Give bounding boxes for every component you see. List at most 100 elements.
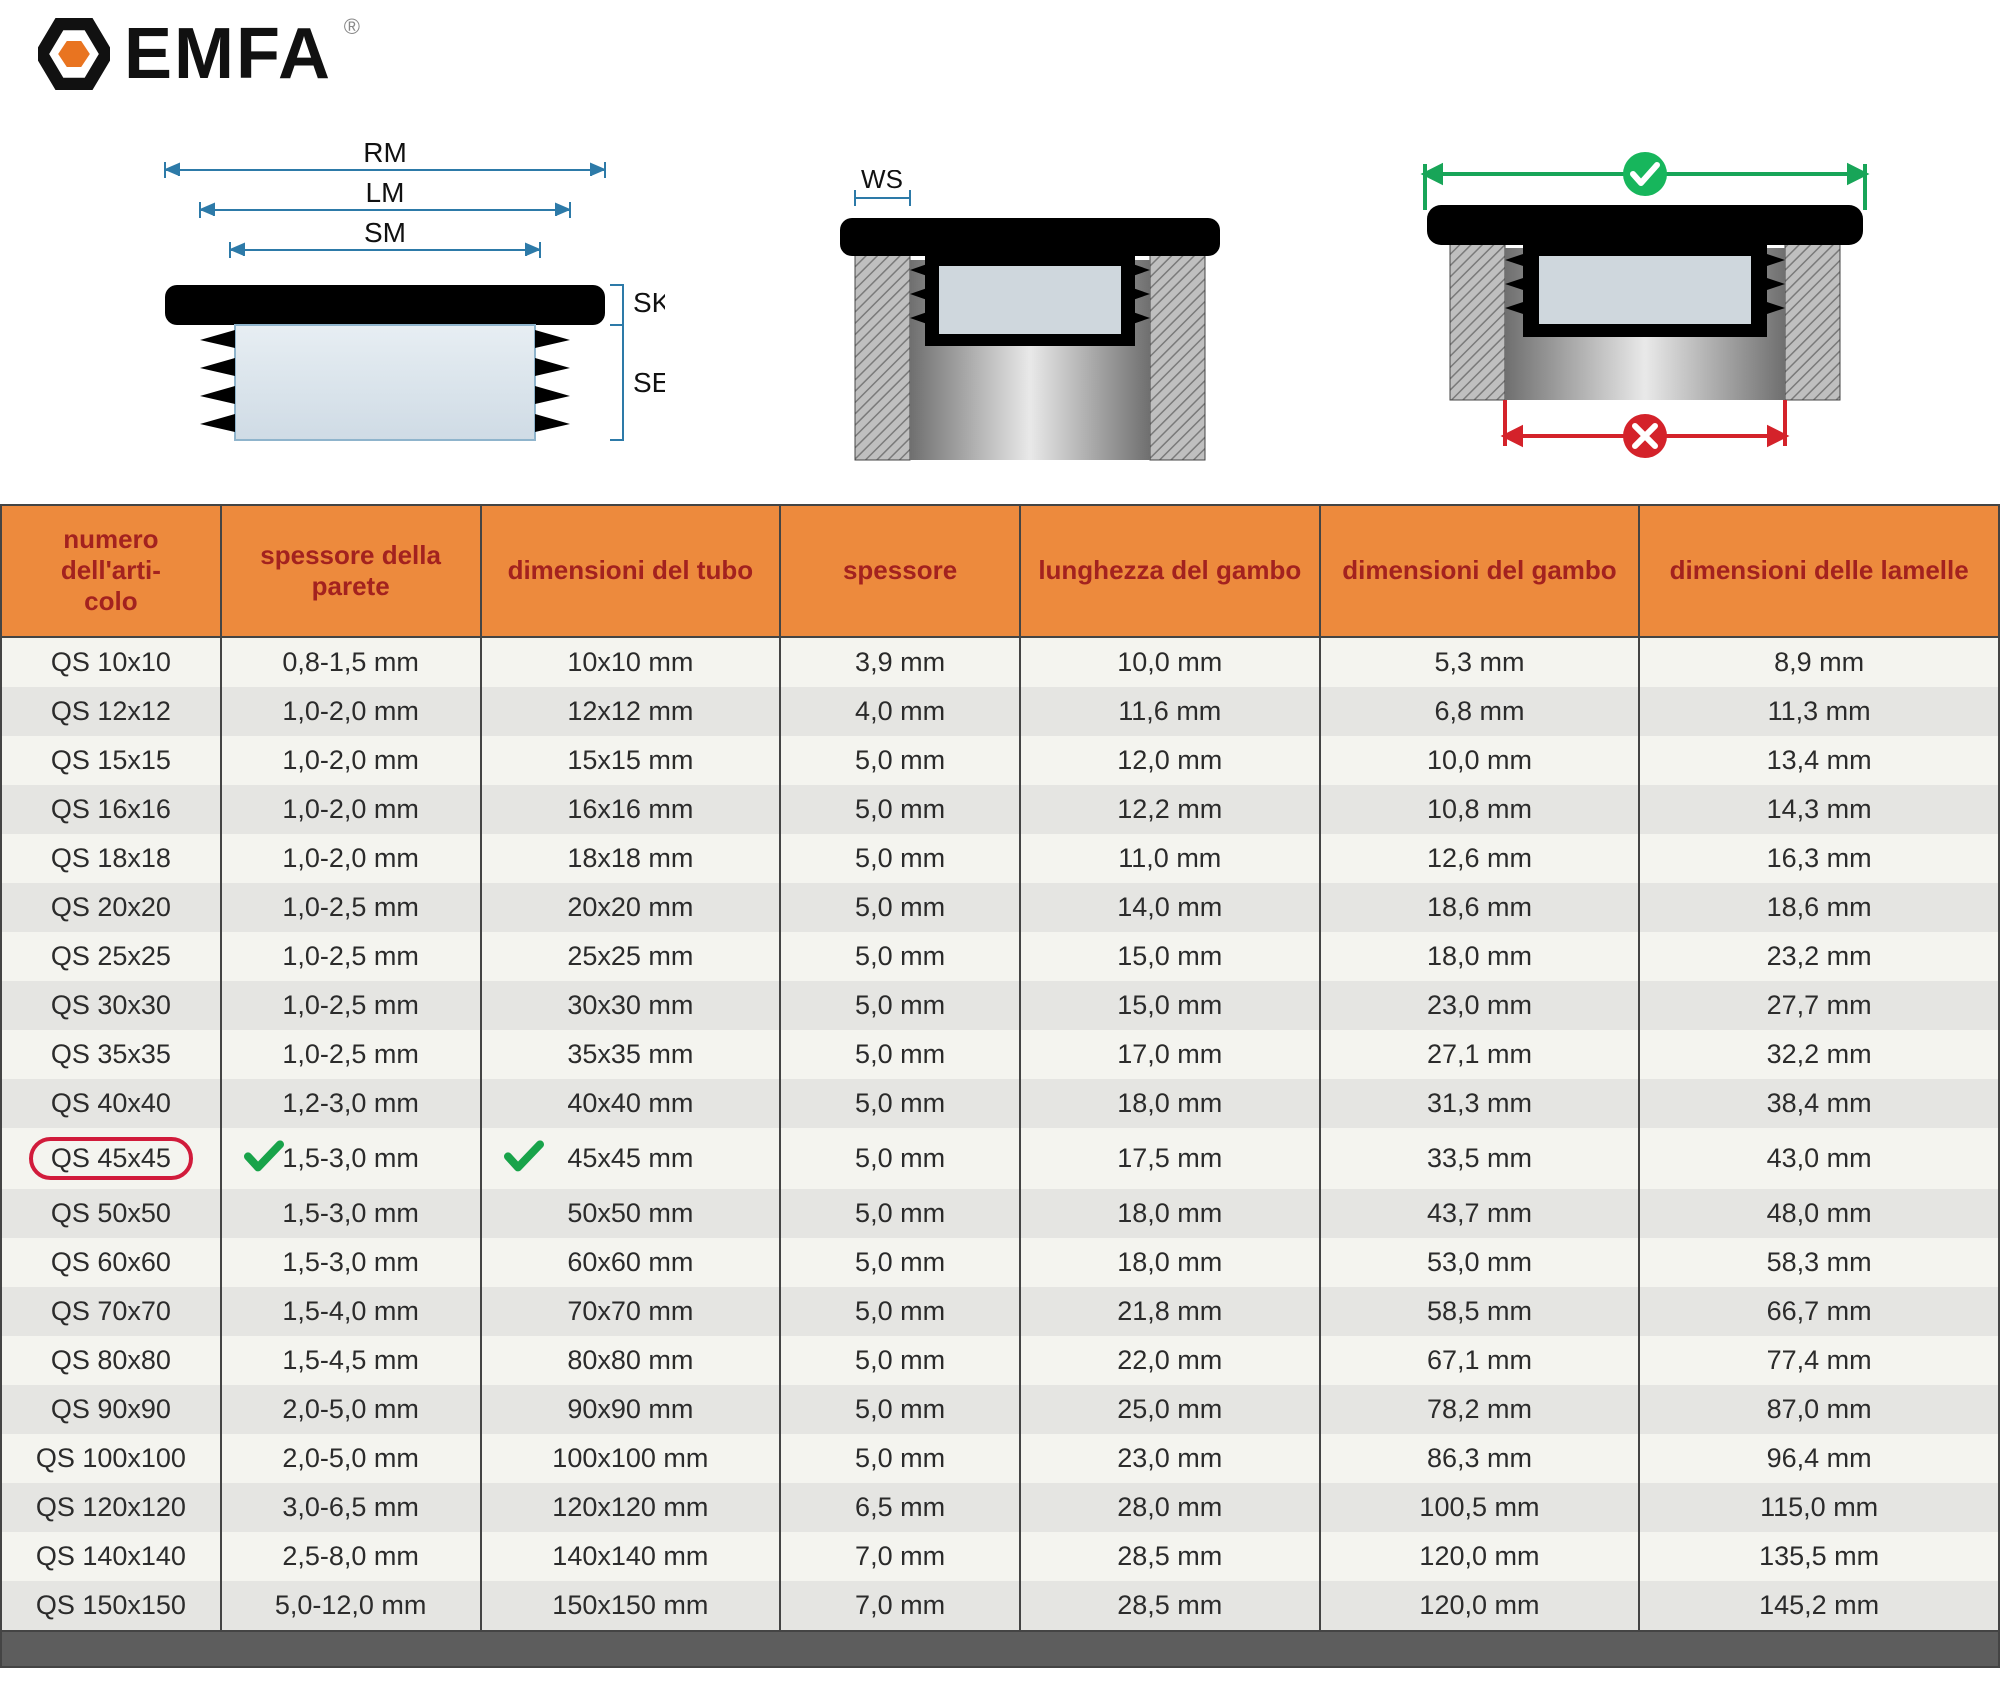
table-cell: 5,0 mm bbox=[780, 1030, 1020, 1079]
table-cell: 22,0 mm bbox=[1020, 1336, 1320, 1385]
table-row: QS 35x351,0-2,5 mm35x35 mm5,0 mm17,0 mm2… bbox=[1, 1030, 1999, 1079]
table-cell: QS 15x15 bbox=[1, 736, 221, 785]
table-cell: 120,0 mm bbox=[1320, 1532, 1640, 1581]
table-cell: 13,4 mm bbox=[1639, 736, 1999, 785]
table-cell: 15,0 mm bbox=[1020, 981, 1320, 1030]
table-cell: 145,2 mm bbox=[1639, 1581, 1999, 1631]
label-sk: SK bbox=[633, 287, 665, 318]
table-cell: QS 50x50 bbox=[1, 1189, 221, 1238]
table-cell: 1,5-3,0 mm bbox=[221, 1189, 481, 1238]
table-cell: 60x60 mm bbox=[481, 1238, 781, 1287]
table-row: QS 25x251,0-2,5 mm25x25 mm5,0 mm15,0 mm1… bbox=[1, 932, 1999, 981]
table-cell: QS 18x18 bbox=[1, 834, 221, 883]
table-row: QS 20x201,0-2,5 mm20x20 mm5,0 mm14,0 mm1… bbox=[1, 883, 1999, 932]
table-cell: 28,5 mm bbox=[1020, 1581, 1320, 1631]
table-row: QS 140x1402,5-8,0 mm140x140 mm7,0 mm28,5… bbox=[1, 1532, 1999, 1581]
diagrams-row: RM LM SM bbox=[0, 90, 2000, 504]
table-cell: 23,0 mm bbox=[1320, 981, 1640, 1030]
table-cell: 35x35 mm bbox=[481, 1030, 781, 1079]
registered-icon: ® bbox=[344, 16, 362, 38]
table-cell: QS 150x150 bbox=[1, 1581, 221, 1631]
table-cell: 25x25 mm bbox=[481, 932, 781, 981]
table-cell: 5,0 mm bbox=[780, 1238, 1020, 1287]
table-cell: 0,8-1,5 mm bbox=[221, 637, 481, 687]
table-cell: 18,0 mm bbox=[1020, 1189, 1320, 1238]
col-header: lunghezza del gambo bbox=[1020, 505, 1320, 637]
table-cell: 28,5 mm bbox=[1020, 1532, 1320, 1581]
col-header: spessore bbox=[780, 505, 1020, 637]
table-cell: 1,0-2,5 mm bbox=[221, 883, 481, 932]
label-lm: LM bbox=[366, 177, 405, 208]
table-cell: 50x50 mm bbox=[481, 1189, 781, 1238]
col-header: dimensioni delle lamelle bbox=[1639, 505, 1999, 637]
table-cell: QS 90x90 bbox=[1, 1385, 221, 1434]
table-cell: 115,0 mm bbox=[1639, 1483, 1999, 1532]
table-cell: 11,3 mm bbox=[1639, 687, 1999, 736]
table-cell: 7,0 mm bbox=[780, 1532, 1020, 1581]
table-cell: 33,5 mm bbox=[1320, 1128, 1640, 1189]
table-cell: 28,0 mm bbox=[1020, 1483, 1320, 1532]
label-sm: SM bbox=[364, 217, 406, 248]
table-cell: 58,3 mm bbox=[1639, 1238, 1999, 1287]
table-cell: 31,3 mm bbox=[1320, 1079, 1640, 1128]
table-cell: 5,0 mm bbox=[780, 736, 1020, 785]
table-cell: 8,9 mm bbox=[1639, 637, 1999, 687]
table-cell: 100x100 mm bbox=[481, 1434, 781, 1483]
table-cell: 20x20 mm bbox=[481, 883, 781, 932]
table-cell: QS 12x12 bbox=[1, 687, 221, 736]
table-row: QS 40x401,2-3,0 mm40x40 mm5,0 mm18,0 mm3… bbox=[1, 1079, 1999, 1128]
table-cell: 5,0 mm bbox=[780, 1385, 1020, 1434]
table-cell: 16,3 mm bbox=[1639, 834, 1999, 883]
table-row: QS 30x301,0-2,5 mm30x30 mm5,0 mm15,0 mm2… bbox=[1, 981, 1999, 1030]
spec-table: numero dell'arti-colospessore della pare… bbox=[0, 504, 2000, 1632]
diagram-dimensions: RM LM SM bbox=[105, 130, 665, 470]
table-cell: QS 45x45 bbox=[1, 1128, 221, 1189]
brand-logo: EMFA ® bbox=[0, 0, 2000, 90]
table-cell: 16x16 mm bbox=[481, 785, 781, 834]
table-cell: 80x80 mm bbox=[481, 1336, 781, 1385]
table-cell: 1,0-2,0 mm bbox=[221, 736, 481, 785]
highlighted-article: QS 45x45 bbox=[29, 1137, 193, 1180]
table-cell: 120x120 mm bbox=[481, 1483, 781, 1532]
table-footer-bar bbox=[0, 1632, 2000, 1668]
table-cell: 150x150 mm bbox=[481, 1581, 781, 1631]
table-cell: 25,0 mm bbox=[1020, 1385, 1320, 1434]
table-cell: 1,5-4,0 mm bbox=[221, 1287, 481, 1336]
table-row: QS 150x1505,0-12,0 mm150x150 mm7,0 mm28,… bbox=[1, 1581, 1999, 1631]
table-cell: 40x40 mm bbox=[481, 1079, 781, 1128]
table-cell: 1,0-2,0 mm bbox=[221, 785, 481, 834]
table-cell: 70x70 mm bbox=[481, 1287, 781, 1336]
table-row: QS 70x701,5-4,0 mm70x70 mm5,0 mm21,8 mm5… bbox=[1, 1287, 1999, 1336]
table-cell: 5,0 mm bbox=[780, 1287, 1020, 1336]
table-cell: 15x15 mm bbox=[481, 736, 781, 785]
table-cell: QS 30x30 bbox=[1, 981, 221, 1030]
table-cell: 11,6 mm bbox=[1020, 687, 1320, 736]
diagram-cross-section: WS bbox=[815, 170, 1245, 470]
table-row: QS 90x902,0-5,0 mm90x90 mm5,0 mm25,0 mm7… bbox=[1, 1385, 1999, 1434]
table-row: QS 100x1002,0-5,0 mm100x100 mm5,0 mm23,0… bbox=[1, 1434, 1999, 1483]
table-cell: 2,0-5,0 mm bbox=[221, 1385, 481, 1434]
check-icon bbox=[244, 1140, 284, 1172]
table-cell: 15,0 mm bbox=[1020, 932, 1320, 981]
table-cell: QS 20x20 bbox=[1, 883, 221, 932]
table-cell: 5,0 mm bbox=[780, 785, 1020, 834]
table-cell: QS 16x16 bbox=[1, 785, 221, 834]
col-header: dimensioni del tubo bbox=[481, 505, 781, 637]
table-cell: 2,5-8,0 mm bbox=[221, 1532, 481, 1581]
table-cell: 27,7 mm bbox=[1639, 981, 1999, 1030]
table-cell: 12,0 mm bbox=[1020, 736, 1320, 785]
table-cell: 12x12 mm bbox=[481, 687, 781, 736]
table-cell: 135,5 mm bbox=[1639, 1532, 1999, 1581]
table-cell: 14,3 mm bbox=[1639, 785, 1999, 834]
logo-hex-icon bbox=[38, 18, 110, 90]
table-cell: 3,0-6,5 mm bbox=[221, 1483, 481, 1532]
label-rm: RM bbox=[363, 137, 407, 168]
table-row: QS 120x1203,0-6,5 mm120x120 mm6,5 mm28,0… bbox=[1, 1483, 1999, 1532]
brand-name: EMFA ® bbox=[124, 18, 332, 90]
table-cell: 86,3 mm bbox=[1320, 1434, 1640, 1483]
table-cell: 1,0-2,0 mm bbox=[221, 687, 481, 736]
table-cell: 48,0 mm bbox=[1639, 1189, 1999, 1238]
table-cell: QS 60x60 bbox=[1, 1238, 221, 1287]
table-cell: QS 100x100 bbox=[1, 1434, 221, 1483]
table-cell: 5,0 mm bbox=[780, 834, 1020, 883]
